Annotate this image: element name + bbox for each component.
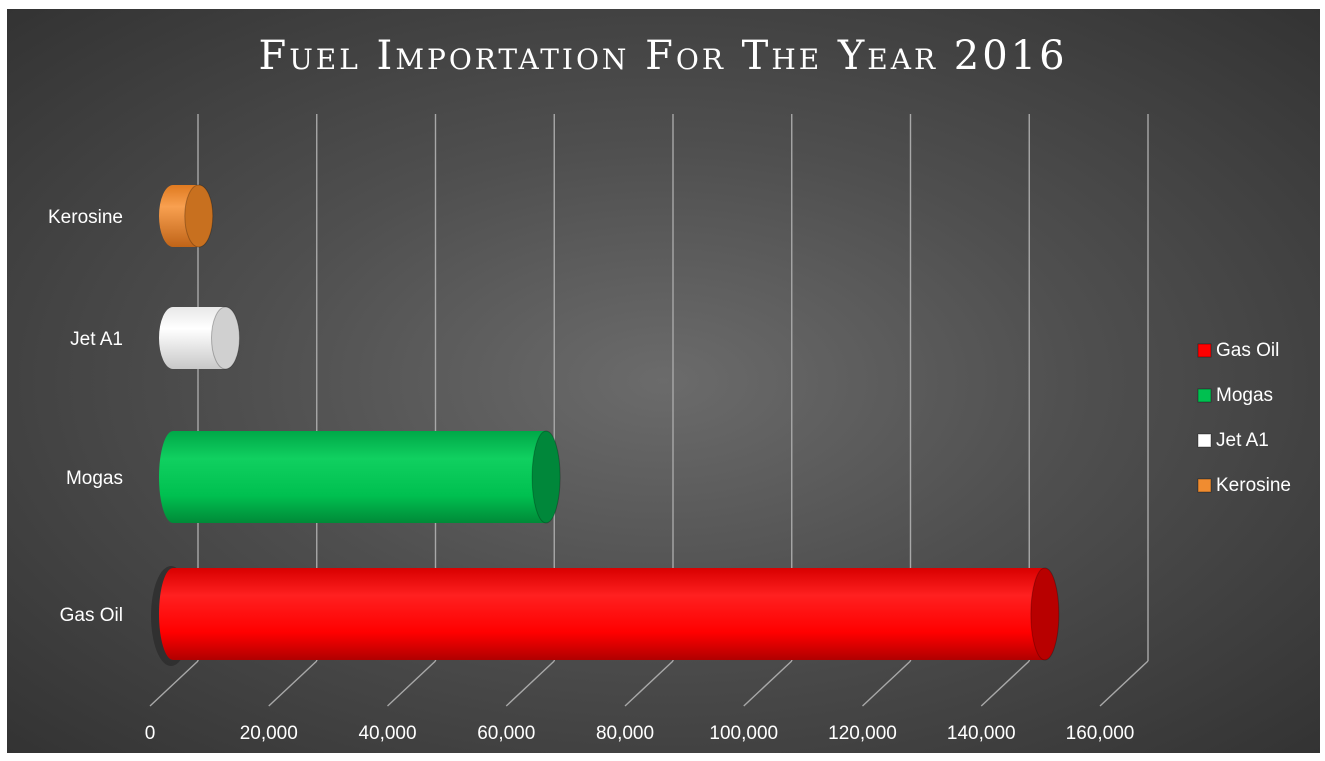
chart-frame: Fuel Importation For The Year 2016 Gas O…	[7, 9, 1320, 753]
bar-kerosine	[159, 184, 214, 248]
x-tick-label-80-000: 80,000	[596, 723, 654, 744]
category-label-gas-oil: Gas Oil	[60, 605, 123, 626]
legend-item-gas-oil: Gas Oil	[1197, 340, 1279, 361]
fuel-bar-chart: Fuel Importation For The Year 2016 Gas O…	[48, 33, 1291, 744]
x-axis-tick-labels: 0 20,000 40,000 60,000 80,000 100,000 120,000 1…	[145, 723, 1135, 744]
x-tick-label-140-000: 140,000	[947, 723, 1016, 744]
legend-item-jet-a1: Jet A1	[1197, 430, 1269, 451]
x-tick-label-60-000: 60,000	[477, 723, 535, 744]
legend-label-jet-a1: Jet A1	[1216, 430, 1269, 451]
gridline-160-000	[1099, 114, 1149, 707]
legend-swatch-gas-oil	[1197, 343, 1212, 358]
legend-item-kerosine: Kerosine	[1197, 475, 1291, 496]
legend-label-mogas: Mogas	[1216, 385, 1273, 406]
category-labels: Gas Oil Mogas Jet A1 Kerosine	[48, 207, 123, 626]
x-tick-label-100-000: 100,000	[709, 723, 778, 744]
bars	[151, 184, 1060, 666]
chart-title: Fuel Importation For The Year 2016	[258, 33, 1067, 79]
legend-swatch-kerosine	[1197, 478, 1212, 493]
legend-swatch-jet-a1	[1197, 433, 1212, 448]
legend: Gas Oil Mogas Jet A1 Kerosine	[1197, 340, 1291, 496]
category-label-jet-a1: Jet A1	[70, 329, 123, 350]
bar-mogas	[159, 430, 561, 524]
category-label-kerosine: Kerosine	[48, 207, 123, 228]
x-tick-label-160-000: 160,000	[1066, 723, 1135, 744]
category-label-mogas: Mogas	[66, 468, 123, 489]
x-tick-label-120-000: 120,000	[828, 723, 897, 744]
legend-label-gas-oil: Gas Oil	[1216, 340, 1279, 361]
legend-swatch-mogas	[1197, 388, 1212, 403]
x-tick-label-0: 0	[145, 723, 156, 744]
legend-label-kerosine: Kerosine	[1216, 475, 1291, 496]
x-tick-label-40-000: 40,000	[358, 723, 416, 744]
x-tick-label-20-000: 20,000	[240, 723, 298, 744]
legend-item-mogas: Mogas	[1197, 385, 1273, 406]
bar-gas-oil	[151, 566, 1060, 666]
bar-jet-a1	[159, 306, 240, 370]
